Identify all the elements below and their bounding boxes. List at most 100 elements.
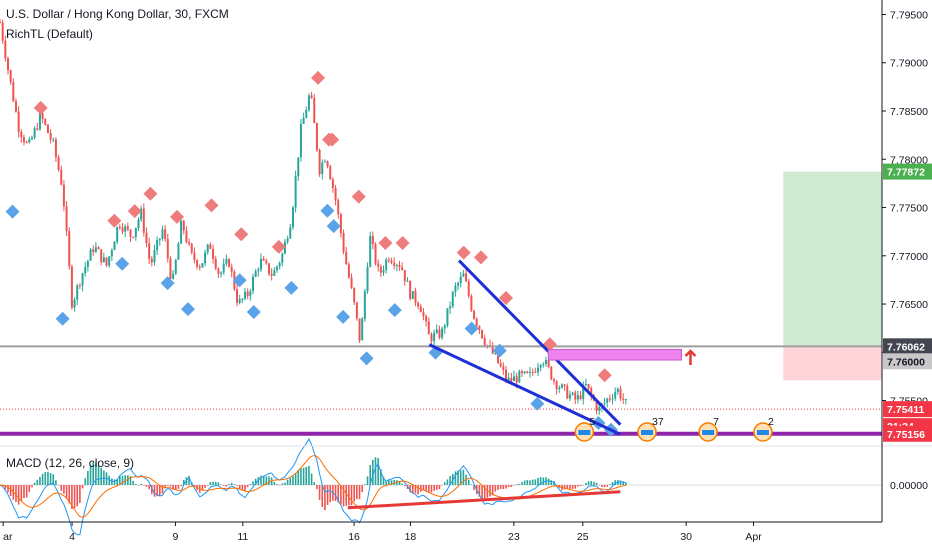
- candle: [347, 264, 350, 278]
- macd-histogram-bar: [555, 485, 558, 486]
- macd-histogram-bar: [507, 485, 510, 488]
- macd-histogram-bar: [15, 485, 17, 502]
- macd-histogram-bar: [372, 459, 374, 485]
- candle: [22, 137, 25, 143]
- macd-histogram-bar: [268, 476, 270, 485]
- candle: [430, 334, 433, 342]
- macd-histogram-bar: [201, 485, 204, 491]
- candle: [619, 388, 622, 399]
- macd-histogram-bar: [172, 485, 174, 490]
- macd-histogram-bar: [262, 476, 265, 485]
- macd-line: [0, 437, 626, 536]
- macd-histogram-bar: [52, 474, 55, 485]
- trendline: [428, 343, 622, 436]
- candle: [491, 345, 494, 354]
- macd-histogram-bar: [569, 485, 571, 489]
- candle: [307, 95, 310, 110]
- macd-histogram-bar: [20, 485, 23, 501]
- candle: [38, 113, 41, 130]
- macd-histogram-bar: [590, 481, 593, 485]
- macd-histogram-bar: [119, 476, 121, 485]
- candle: [78, 285, 81, 287]
- macd-histogram-bar: [212, 481, 214, 485]
- macd-histogram-bar: [244, 485, 246, 492]
- macd-histogram-bar: [457, 470, 459, 485]
- macd-histogram-bar: [188, 475, 190, 485]
- macd-histogram-bar: [409, 485, 411, 493]
- macd-histogram-bar: [523, 480, 526, 485]
- flag-icon: [756, 430, 769, 435]
- macd-histogram-bar: [348, 485, 350, 506]
- candle: [193, 252, 196, 261]
- macd-histogram-bar: [73, 485, 76, 509]
- macd-histogram-bar: [206, 485, 209, 486]
- candle: [89, 249, 92, 261]
- long-position-stop-zone: [783, 346, 882, 381]
- candle: [462, 273, 465, 277]
- macd-histogram-bar: [177, 485, 180, 489]
- candle: [520, 371, 523, 374]
- macd-histogram-bar: [435, 485, 438, 490]
- candle: [478, 325, 481, 331]
- macd-histogram-bar: [71, 485, 73, 509]
- candle: [259, 258, 262, 270]
- breakout-zone: [547, 348, 682, 361]
- candle: [278, 262, 281, 267]
- candle: [377, 263, 380, 267]
- macd-histogram-bar: [438, 485, 441, 490]
- macd-histogram-bar: [345, 485, 348, 506]
- candle: [315, 123, 318, 150]
- macd-pane[interactable]: [0, 437, 882, 536]
- macd-histogram-bar: [204, 485, 206, 488]
- candle: [361, 318, 364, 341]
- candle: [409, 280, 412, 300]
- macd-histogram-bar: [606, 485, 609, 487]
- candle: [17, 111, 20, 132]
- macd-histogram-bar: [531, 479, 534, 485]
- macd-histogram-bar: [310, 473, 313, 485]
- macd-histogram-bar: [289, 477, 292, 485]
- macd-histogram-bar: [55, 480, 57, 485]
- candle: [180, 220, 183, 244]
- target-price-tag: [883, 163, 932, 180]
- candle: [473, 310, 476, 319]
- macd-histogram-bar: [44, 472, 47, 485]
- candle: [584, 384, 587, 386]
- macd-histogram-bar: [404, 485, 406, 487]
- sell-signal-marker: [143, 186, 158, 201]
- candle: [523, 371, 526, 374]
- candle: [228, 259, 231, 267]
- candle: [299, 123, 302, 158]
- macd-histogram-bar: [571, 485, 574, 490]
- chart-title: U.S. Dollar / Hong Kong Dollar, 30, FXCM: [6, 7, 229, 21]
- macd-histogram-bar: [281, 483, 284, 485]
- candle: [169, 258, 172, 279]
- macd-histogram-bar: [486, 485, 489, 498]
- macd-histogram-bar: [446, 479, 449, 485]
- macd-histogram-bar: [603, 485, 606, 488]
- candle: [172, 273, 175, 279]
- macd-histogram-bar: [233, 484, 236, 485]
- candle: [217, 268, 220, 274]
- macd-histogram-bar: [105, 472, 108, 485]
- candle: [267, 263, 270, 274]
- macd-histogram-bar: [619, 480, 622, 485]
- macd-histogram-bar: [625, 482, 627, 485]
- macd-histogram-bar: [427, 485, 430, 493]
- macd-zero-label: 0.00000: [890, 480, 928, 492]
- macd-label[interactable]: MACD (12, 26, close, 9): [6, 456, 135, 470]
- macd-histogram-bar: [294, 473, 297, 485]
- macd-histogram-bar: [574, 485, 577, 489]
- macd-histogram-bar: [334, 485, 337, 502]
- candle: [419, 306, 422, 313]
- macd-histogram-bar: [609, 484, 611, 485]
- indicator-label[interactable]: RichTL (Default): [6, 27, 93, 41]
- macd-histogram-bar: [550, 480, 553, 485]
- macd-histogram-bar: [598, 485, 601, 486]
- candle: [345, 251, 348, 265]
- candle: [294, 176, 297, 208]
- macd-histogram-bar: [364, 484, 366, 485]
- macd-histogram-bar: [534, 479, 537, 485]
